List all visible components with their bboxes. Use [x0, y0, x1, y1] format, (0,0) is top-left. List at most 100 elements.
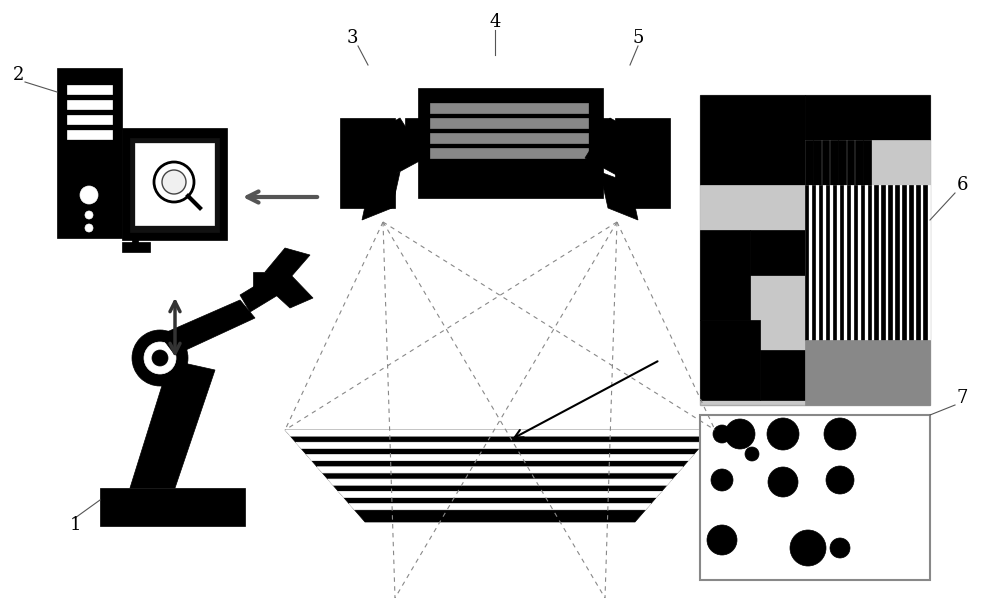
Text: 6: 6: [956, 176, 968, 194]
Bar: [750, 230, 805, 275]
Bar: [67, 85, 112, 94]
Polygon shape: [240, 278, 278, 312]
Polygon shape: [350, 118, 425, 185]
Circle shape: [713, 425, 731, 443]
Bar: [863, 140, 871, 185]
Bar: [805, 185, 808, 340]
Polygon shape: [296, 443, 704, 448]
Text: 4: 4: [489, 13, 501, 31]
Bar: [881, 185, 885, 340]
Bar: [805, 185, 930, 340]
Text: 5: 5: [632, 29, 644, 47]
Bar: [67, 115, 112, 124]
Bar: [902, 185, 906, 340]
Bar: [833, 185, 836, 340]
Bar: [67, 100, 112, 109]
Bar: [700, 95, 805, 185]
Polygon shape: [265, 272, 313, 308]
Bar: [838, 140, 846, 185]
Circle shape: [162, 170, 186, 194]
Bar: [813, 140, 821, 185]
Bar: [855, 140, 863, 185]
Circle shape: [830, 538, 850, 558]
Bar: [805, 140, 930, 185]
Bar: [861, 185, 864, 340]
Polygon shape: [362, 172, 400, 220]
Bar: [805, 340, 930, 405]
Polygon shape: [130, 360, 215, 488]
Bar: [430, 133, 588, 143]
Circle shape: [144, 342, 176, 374]
Bar: [418, 88, 603, 198]
Circle shape: [745, 447, 759, 461]
Bar: [805, 140, 813, 185]
Bar: [430, 148, 588, 158]
Polygon shape: [585, 118, 660, 185]
Circle shape: [154, 162, 194, 202]
Polygon shape: [600, 172, 638, 220]
Text: 2: 2: [12, 66, 24, 84]
Polygon shape: [285, 430, 715, 522]
Polygon shape: [328, 479, 672, 485]
Circle shape: [725, 419, 755, 449]
Bar: [253, 272, 281, 294]
Bar: [840, 185, 843, 340]
Bar: [874, 185, 878, 340]
Bar: [67, 130, 112, 139]
Bar: [57, 68, 122, 238]
Circle shape: [826, 466, 854, 494]
Circle shape: [85, 224, 93, 232]
Bar: [854, 185, 857, 340]
Circle shape: [707, 525, 737, 555]
Circle shape: [711, 469, 733, 491]
Circle shape: [790, 530, 826, 566]
Bar: [430, 103, 588, 113]
Bar: [100, 488, 245, 526]
Circle shape: [767, 418, 799, 450]
Bar: [819, 185, 822, 340]
Bar: [700, 415, 930, 580]
Polygon shape: [349, 504, 651, 509]
Polygon shape: [285, 430, 715, 436]
Polygon shape: [306, 454, 694, 460]
Circle shape: [85, 211, 93, 219]
Bar: [888, 185, 892, 340]
Bar: [830, 140, 838, 185]
Bar: [700, 185, 805, 230]
Bar: [847, 140, 854, 185]
Bar: [760, 350, 805, 400]
Polygon shape: [338, 492, 662, 498]
Bar: [847, 185, 850, 340]
Bar: [805, 95, 930, 140]
Bar: [868, 185, 871, 340]
Bar: [923, 185, 927, 340]
Bar: [700, 320, 760, 400]
Polygon shape: [160, 300, 255, 355]
Bar: [615, 118, 670, 208]
Polygon shape: [265, 248, 310, 278]
Bar: [700, 230, 750, 320]
Bar: [916, 185, 920, 340]
Bar: [130, 138, 219, 232]
Text: 1: 1: [69, 516, 81, 534]
Bar: [909, 185, 913, 340]
Bar: [340, 118, 395, 208]
Text: 7: 7: [956, 389, 968, 407]
Circle shape: [132, 330, 188, 386]
Polygon shape: [317, 467, 683, 473]
Bar: [132, 215, 138, 245]
Bar: [826, 185, 829, 340]
Circle shape: [152, 350, 168, 366]
Circle shape: [824, 418, 856, 450]
Text: 3: 3: [346, 29, 358, 47]
Bar: [700, 95, 930, 405]
Bar: [405, 118, 610, 156]
Bar: [812, 185, 815, 340]
Circle shape: [80, 186, 98, 204]
Bar: [822, 140, 829, 185]
Bar: [122, 242, 150, 252]
Circle shape: [768, 467, 798, 497]
Bar: [430, 118, 588, 128]
Bar: [895, 185, 899, 340]
Bar: [135, 143, 214, 225]
